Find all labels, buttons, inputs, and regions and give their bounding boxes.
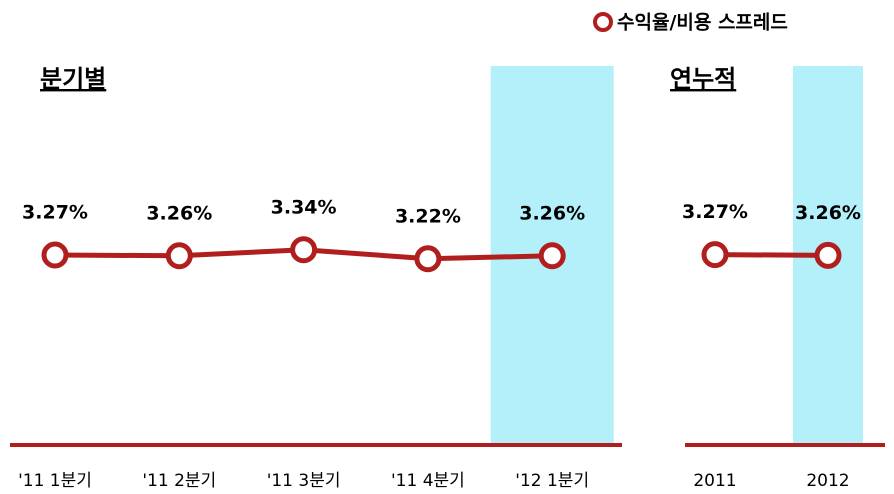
marker (41, 241, 69, 269)
marker (701, 241, 729, 269)
chart-title: 연누적 (670, 65, 736, 93)
x-tick-label: '11 3분기 (267, 471, 341, 491)
line (714, 252, 829, 258)
data-label: 3.22% (395, 205, 461, 227)
legend-label: 수익율/비용 스프레드 (617, 12, 788, 34)
x-tick-label: '11 2분기 (142, 471, 216, 491)
x-tick-label: '12 1분기 (515, 471, 589, 491)
x-tick-label: 2011 (693, 471, 736, 491)
data-label: 3.27% (682, 201, 748, 223)
marker (165, 242, 193, 270)
data-label: 3.26% (795, 202, 861, 224)
x-tick-label: 2012 (806, 471, 849, 491)
x-tick-label: '11 4분기 (391, 471, 465, 491)
chart-title: 분기별 (40, 65, 106, 93)
marker (290, 236, 318, 264)
x-tick-label: '11 1분기 (18, 471, 92, 491)
data-label: 3.26% (146, 202, 212, 224)
legend-marker (593, 12, 613, 32)
marker (814, 241, 842, 269)
data-label: 3.27% (22, 202, 88, 224)
data-label: 3.34% (271, 196, 337, 218)
marker (538, 242, 566, 270)
marker (414, 245, 442, 273)
data-label: 3.26% (519, 202, 585, 224)
